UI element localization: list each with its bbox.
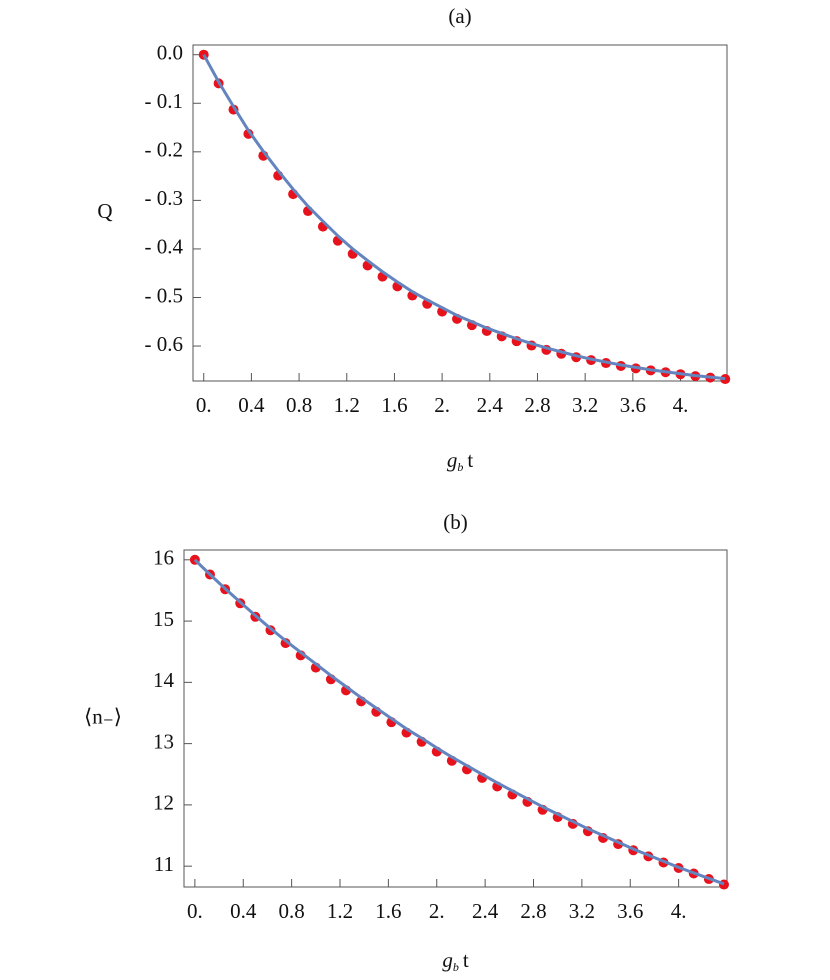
x-tick-label: 3.6 xyxy=(620,393,646,417)
x-tick-label: 4. xyxy=(673,393,689,417)
plot-frame xyxy=(183,549,728,888)
plot-frame xyxy=(192,44,728,382)
y-tick-label: 12 xyxy=(153,791,174,815)
y-tick-label: - 0.2 xyxy=(145,138,184,162)
y-tick-label: - 0.4 xyxy=(145,235,184,259)
y-tick-label: 0.0 xyxy=(157,41,183,65)
y-axis-label: ⟨n₋⟩ xyxy=(84,704,122,728)
x-axis-label-subscript: b xyxy=(457,460,463,474)
x-tick-label: 2. xyxy=(429,899,445,923)
x-tick-label: 0.4 xyxy=(230,899,257,923)
x-axis-label-tail: t xyxy=(467,448,473,472)
x-tick-label: 3.2 xyxy=(569,899,595,923)
x-axis-label: gb t xyxy=(442,948,469,974)
chart-title: (a) xyxy=(448,4,471,28)
x-tick-label: 0.8 xyxy=(286,393,312,417)
x-tick-label: 0. xyxy=(196,393,212,417)
x-tick-label: 3.2 xyxy=(572,393,598,417)
x-tick-label: 0.4 xyxy=(238,393,265,417)
y-tick-label: 14 xyxy=(153,668,175,692)
y-tick-label: - 0.5 xyxy=(145,283,184,307)
x-tick-label: 1.2 xyxy=(334,393,360,417)
x-tick-label: 0. xyxy=(187,899,203,923)
x-axis-label-tail: t xyxy=(463,948,469,972)
data-point xyxy=(280,638,291,649)
y-tick-label: 13 xyxy=(153,729,174,753)
x-tick-label: 3.6 xyxy=(617,899,643,923)
data-point xyxy=(718,879,729,890)
x-tick-label: 2.4 xyxy=(477,393,504,417)
x-tick-label: 1.6 xyxy=(381,393,407,417)
x-tick-label: 0.8 xyxy=(279,899,305,923)
x-axis-label-subscript: b xyxy=(453,960,459,974)
y-tick-label: - 0.3 xyxy=(145,186,184,210)
chart-title: (b) xyxy=(443,510,468,534)
x-tick-label: 1.2 xyxy=(327,899,353,923)
x-tick-label: 4. xyxy=(671,899,687,923)
data-line xyxy=(202,53,726,381)
x-axis-label-base: g xyxy=(442,948,453,972)
y-axis-label: Q xyxy=(97,199,112,223)
y-tick-label: - 0.6 xyxy=(145,332,184,356)
y-tick-label: 15 xyxy=(153,607,174,631)
x-tick-label: 1.6 xyxy=(375,899,401,923)
data-line xyxy=(193,558,725,886)
y-tick-label: 16 xyxy=(153,546,174,570)
x-tick-label: 2. xyxy=(434,393,450,417)
x-tick-label: 2.8 xyxy=(524,393,550,417)
data-point xyxy=(720,374,731,385)
x-axis-label-base: g xyxy=(447,448,458,472)
x-tick-label: 2.4 xyxy=(472,899,499,923)
y-tick-label: 11 xyxy=(154,852,174,876)
x-axis-label: gb t xyxy=(447,448,474,474)
x-tick-label: 2.8 xyxy=(520,899,546,923)
y-tick-label: - 0.1 xyxy=(145,89,184,113)
